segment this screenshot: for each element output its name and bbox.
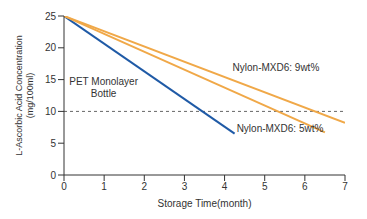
svg-text:4: 4 <box>222 181 228 192</box>
svg-text:10: 10 <box>45 106 57 117</box>
svg-text:L-Ascorbic Acid Concentration(: L-Ascorbic Acid Concentration(mg/100ml) <box>14 35 35 156</box>
svg-text:Nylon-MXD6: 9wt%: Nylon-MXD6: 9wt% <box>233 62 320 73</box>
svg-text:Nylon-MXD6: 5wt%: Nylon-MXD6: 5wt% <box>237 123 324 134</box>
svg-text:6: 6 <box>302 181 308 192</box>
svg-text:2: 2 <box>142 181 148 192</box>
svg-text:Storage Time(month): Storage Time(month) <box>158 198 252 209</box>
svg-text:20: 20 <box>45 42 57 53</box>
svg-text:15: 15 <box>45 74 57 85</box>
svg-text:3: 3 <box>182 181 188 192</box>
svg-text:7: 7 <box>342 181 348 192</box>
svg-text:5: 5 <box>50 138 56 149</box>
svg-text:0: 0 <box>50 170 56 181</box>
svg-text:PET MonolayerBottle: PET MonolayerBottle <box>69 76 138 99</box>
svg-text:25: 25 <box>45 11 57 22</box>
svg-text:0: 0 <box>61 181 67 192</box>
svg-text:1: 1 <box>101 181 107 192</box>
svg-text:5: 5 <box>262 181 268 192</box>
